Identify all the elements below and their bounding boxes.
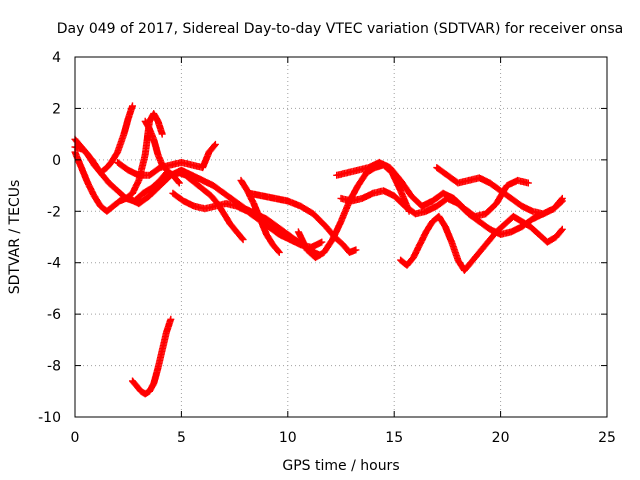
x-tick-label: 0 [71,430,80,446]
grid [75,57,607,417]
y-tick-label: -2 [47,204,61,220]
series-track-5 [114,140,219,179]
y-axis-label: SDTVAR / TECUs [7,180,23,295]
axis-ticks [74,56,608,418]
tick-labels: 0 5 10 15 20 25 -10 -8 -6 -4 -2 0 2 4 [38,50,616,446]
series-markers [129,315,175,398]
y-tick-label: -4 [47,256,61,272]
data-points [71,102,566,398]
y-tick-label: 0 [52,153,61,169]
series-markers [433,164,566,218]
series-track-8 [237,176,283,256]
x-tick-label: 5 [177,430,186,446]
y-tick-label: -10 [38,410,61,426]
y-tick-label: -6 [47,307,61,323]
plot-frame [74,56,608,418]
x-tick-label: 20 [492,430,510,446]
chart-title: Day 049 of 2017, Sidereal Day-to-day VTE… [57,21,624,37]
series-track-15 [129,315,175,398]
x-tick-label: 15 [385,430,403,446]
series-track-13 [397,212,566,274]
series-markers [237,176,283,256]
y-tick-label: 4 [52,50,61,66]
y-tick-label: 2 [52,101,61,117]
x-axis-label: GPS time / hours [282,458,399,474]
series-track-14 [433,164,566,218]
series-markers [397,212,566,274]
x-tick-label: 10 [279,430,297,446]
y-tick-label: -8 [47,359,61,375]
x-tick-label: 25 [598,430,616,446]
series-markers [114,140,219,179]
